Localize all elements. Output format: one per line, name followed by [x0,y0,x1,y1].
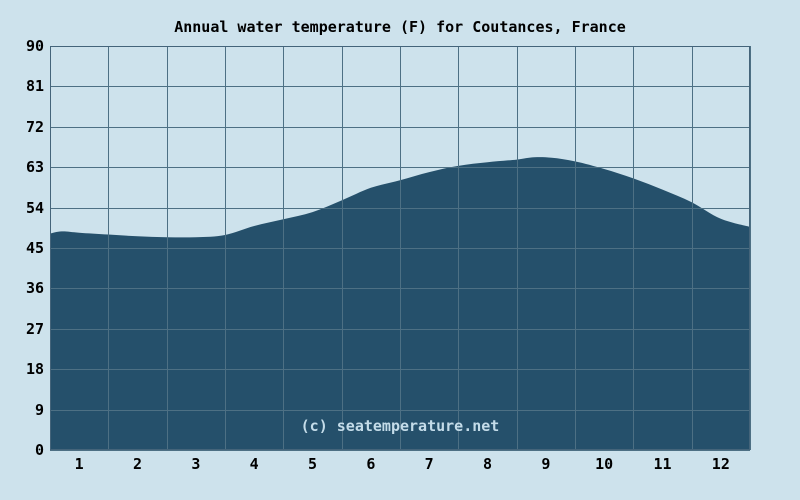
watermark-text: (c) seatemperature.net [300,417,500,435]
y-tick-label: 9 [34,400,44,419]
x-tick-label: 1 [74,455,84,473]
y-tick-label: 27 [25,319,44,338]
x-tick-label: 4 [249,455,259,473]
x-tick-label: 2 [132,455,143,473]
y-tick-label: 36 [25,279,44,298]
x-tick-label: 5 [307,455,318,473]
x-tick-label: 7 [424,455,434,473]
y-tick-label: 0 [34,441,44,459]
x-tick-label: 12 [711,455,730,473]
chart-title: Annual water temperature (F) for Coutanc… [174,18,626,36]
y-tick-label: 54 [25,198,44,217]
y-tick-label: 63 [25,158,44,177]
x-tick-label: 10 [595,455,614,473]
x-tick-label: 3 [191,455,201,473]
x-tick-label: 6 [366,455,376,473]
x-tick-label: 9 [541,455,551,473]
y-tick-label: 81 [25,77,44,96]
y-tick-label: 72 [25,117,44,136]
y-tick-label: 90 [25,37,44,55]
x-tick-label: 8 [482,455,493,473]
y-tick-label: 45 [25,239,44,257]
plot-border [50,46,750,450]
x-tick-label: 11 [653,455,672,473]
y-tick-label: 18 [25,360,44,379]
